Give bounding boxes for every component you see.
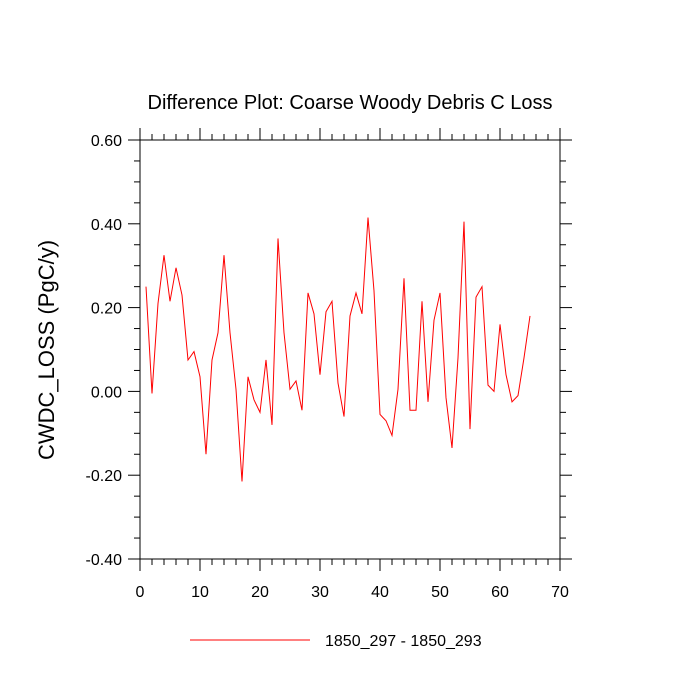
x-tick-label: 30 xyxy=(311,584,329,601)
tick-labels: 0 10 20 30 40 50 60 70 -0.40 -0.20 0.00 0.20 0.40 0.6… xyxy=(86,133,569,601)
y-tick-label: 0.00 xyxy=(91,384,122,401)
x-tick-label: 60 xyxy=(491,584,509,601)
y-tick-label: -0.20 xyxy=(86,468,123,485)
x-tick-label: 20 xyxy=(251,584,269,601)
x-tick-label: 50 xyxy=(431,584,449,601)
x-tick-label: 70 xyxy=(551,584,569,601)
series-line xyxy=(145,217,531,482)
x-tick-label: 10 xyxy=(191,584,209,601)
legend-label: 1850_297 - 1850_293 xyxy=(325,633,482,650)
y-axis-label: CWDC_LOSS (PgC/y) xyxy=(34,240,59,460)
y-tick-label: 0.20 xyxy=(91,301,122,318)
legend: 1850_297 - 1850_293 xyxy=(190,633,482,650)
chart-title: Difference Plot: Coarse Woody Debris C L… xyxy=(148,92,553,114)
x-tick-label: 0 xyxy=(136,584,145,601)
plot-series xyxy=(145,217,531,482)
x-tick-label: 40 xyxy=(371,584,389,601)
y-tick-label: 0.60 xyxy=(91,133,122,150)
y-tick-label: 0.40 xyxy=(91,217,122,234)
y-tick-label: -0.40 xyxy=(86,552,123,569)
plot-frame xyxy=(139,139,561,560)
axis-ticks xyxy=(128,128,572,571)
